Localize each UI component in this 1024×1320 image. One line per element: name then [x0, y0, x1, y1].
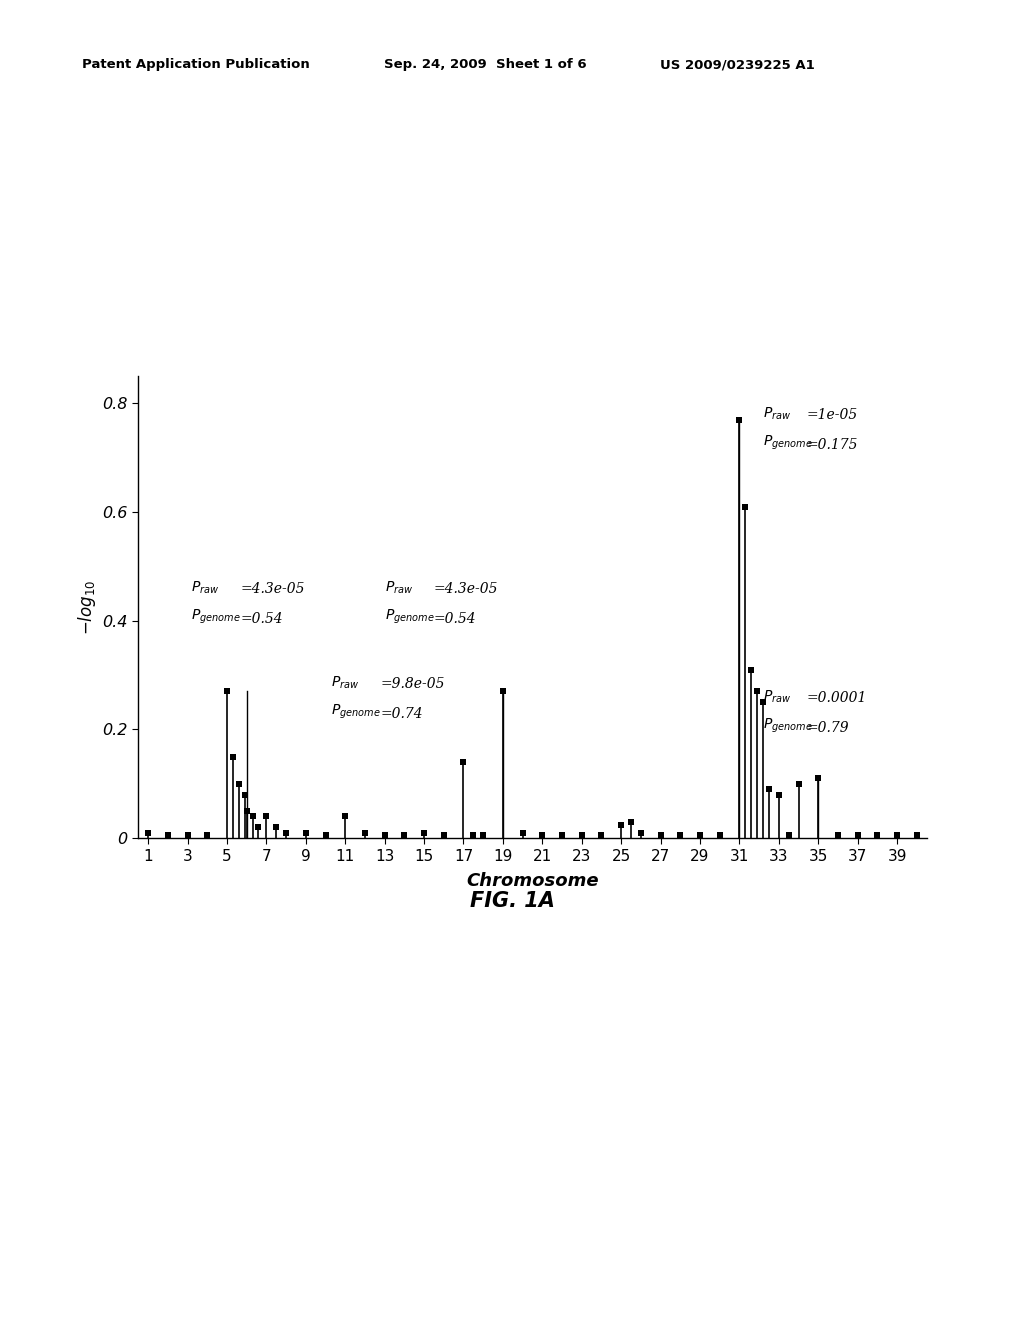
Text: $P_{genome}$: $P_{genome}$: [332, 704, 381, 721]
Text: US 2009/0239225 A1: US 2009/0239225 A1: [660, 58, 815, 71]
Text: $P_{genome}$: $P_{genome}$: [385, 609, 434, 626]
Text: $P_{raw}$: $P_{raw}$: [191, 579, 220, 597]
Text: $P_{genome}$: $P_{genome}$: [191, 609, 241, 626]
Text: =0.0001: =0.0001: [807, 692, 867, 705]
Text: Sep. 24, 2009  Sheet 1 of 6: Sep. 24, 2009 Sheet 1 of 6: [384, 58, 587, 71]
Text: $P_{raw}$: $P_{raw}$: [763, 407, 792, 422]
Text: =4.3e-05: =4.3e-05: [241, 582, 305, 597]
Text: $P_{genome}$: $P_{genome}$: [763, 717, 813, 735]
Text: $P_{raw}$: $P_{raw}$: [763, 689, 792, 705]
Text: =1e-05: =1e-05: [807, 408, 858, 422]
Text: =4.3e-05: =4.3e-05: [434, 582, 499, 597]
Text: FIG. 1A: FIG. 1A: [470, 891, 554, 911]
Text: =0.74: =0.74: [381, 708, 423, 721]
Text: Patent Application Publication: Patent Application Publication: [82, 58, 309, 71]
Text: =0.79: =0.79: [807, 721, 849, 735]
X-axis label: Chromosome: Chromosome: [466, 873, 599, 890]
Text: $P_{genome}$: $P_{genome}$: [763, 434, 813, 453]
Text: $P_{raw}$: $P_{raw}$: [385, 579, 413, 597]
Text: =0.54: =0.54: [434, 612, 476, 626]
Text: =0.175: =0.175: [807, 438, 858, 453]
Text: =0.54: =0.54: [241, 612, 284, 626]
Text: =9.8e-05: =9.8e-05: [381, 677, 445, 692]
Text: $P_{raw}$: $P_{raw}$: [332, 675, 359, 692]
Y-axis label: $-log_{10}$: $-log_{10}$: [76, 579, 98, 635]
